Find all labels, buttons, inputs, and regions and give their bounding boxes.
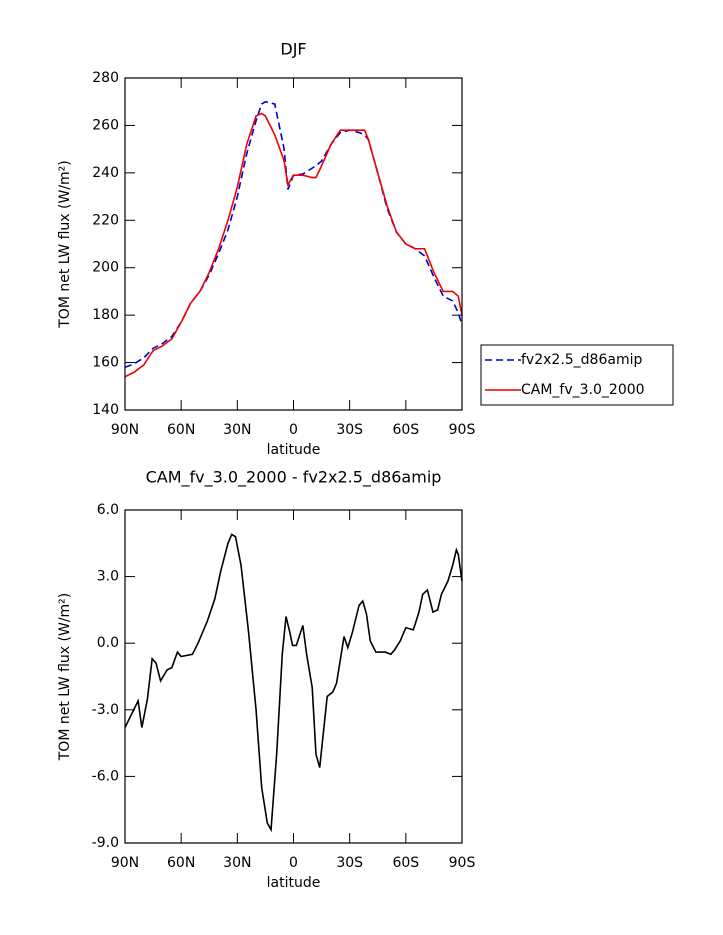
- x-tick-label: 30S: [336, 422, 363, 438]
- x-tick-label: 60N: [167, 422, 195, 438]
- x-tick-label: 30N: [223, 422, 251, 438]
- legend-box: [480, 344, 674, 406]
- series-line: [124, 100, 463, 369]
- y-tick-label: 6.0: [97, 502, 119, 518]
- x-tick-label: 60N: [167, 855, 195, 871]
- x-tick-label: 60S: [392, 855, 419, 871]
- plot-frame: [124, 509, 463, 844]
- y-tick-label: 3.0: [97, 569, 119, 585]
- y-tick-label: 200: [92, 260, 119, 276]
- x-tick-label: 0: [289, 422, 298, 438]
- x-tick-label: 90N: [111, 422, 139, 438]
- x-tick-label: 90S: [449, 422, 476, 438]
- x-axis-label: latitude: [267, 442, 321, 458]
- x-tick-label: 0: [289, 855, 298, 871]
- series-line: [124, 533, 463, 833]
- y-tick-label: 160: [92, 355, 119, 371]
- x-tick-label: 30N: [223, 855, 251, 871]
- plot-frame: [124, 77, 463, 411]
- chart-title: DJF: [280, 40, 306, 59]
- y-tick-label: 260: [92, 117, 119, 133]
- x-tick-label: 30S: [336, 855, 363, 871]
- series-line: [124, 112, 463, 378]
- y-tick-label: 220: [92, 212, 119, 228]
- y-tick-label: -6.0: [92, 768, 119, 784]
- y-tick-label: 240: [92, 165, 119, 181]
- y-axis-label: TOM net LW flux (W/m²): [57, 160, 73, 329]
- y-tick-label: 280: [92, 70, 119, 86]
- legend-label: fv2x2.5_d86amip: [521, 352, 642, 368]
- x-tick-label: 90S: [449, 855, 476, 871]
- x-tick-label: 60S: [392, 422, 419, 438]
- legend-label: CAM_fv_3.0_2000: [521, 382, 645, 398]
- y-tick-label: -3.0: [92, 702, 119, 718]
- y-axis-label: TOM net LW flux (W/m²): [57, 593, 73, 762]
- y-tick-label: 180: [92, 307, 119, 323]
- y-tick-label: 0.0: [97, 635, 119, 651]
- chart-title: CAM_fv_3.0_2000 - fv2x2.5_d86amip: [146, 468, 442, 488]
- x-axis-label: latitude: [267, 875, 321, 891]
- x-tick-label: 90N: [111, 855, 139, 871]
- y-tick-label: 140: [92, 402, 119, 418]
- y-tick-label: -9.0: [92, 835, 119, 851]
